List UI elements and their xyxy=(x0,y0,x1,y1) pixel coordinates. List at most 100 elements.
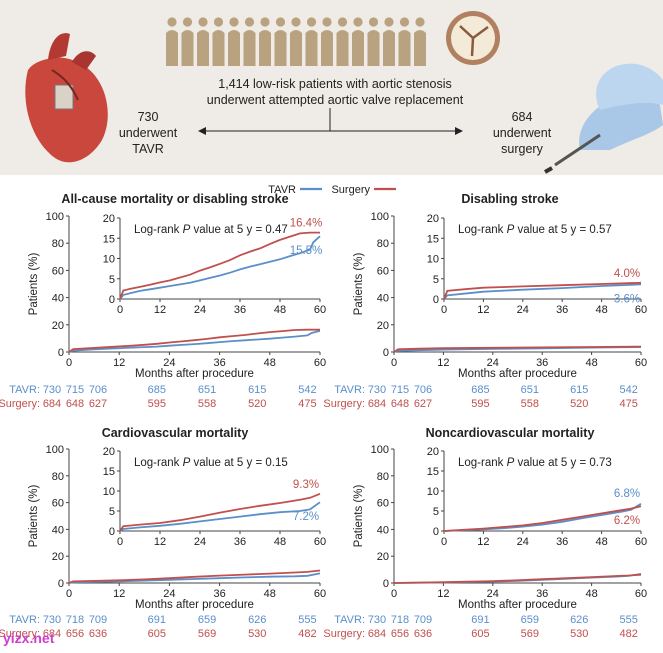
person-head xyxy=(337,17,348,27)
x-axis-label: Months after procedure xyxy=(458,599,577,611)
y-tick-label: 100 xyxy=(46,211,64,223)
at-risk-tavr-value: 706 xyxy=(414,384,432,396)
person-body xyxy=(352,30,364,66)
inset-x-tick-label: 36 xyxy=(556,536,568,548)
at-risk-surgery-value: 475 xyxy=(619,398,637,410)
person-head xyxy=(213,17,224,27)
person-body xyxy=(367,30,380,66)
end-label-tavr: 3.6% xyxy=(614,293,640,305)
at-risk-surgery-value: 684 xyxy=(368,398,386,410)
at-risk-tavr-value: 685 xyxy=(148,384,166,396)
x-tick-label: 0 xyxy=(66,588,72,600)
inset-chart: 0 5 10 15 20 0 12 24 36 48 60 Log-rank P value at 5… xyxy=(103,446,326,548)
at-risk-surgery-value: 520 xyxy=(570,398,588,410)
inset-y-tick-label: 15 xyxy=(427,233,439,245)
x-tick-label: 12 xyxy=(437,357,449,369)
person-head xyxy=(306,17,317,27)
inset-series-line-surgery xyxy=(443,281,642,300)
at-risk-tavr-value: 555 xyxy=(619,614,637,626)
person-head xyxy=(167,17,177,27)
person-body xyxy=(181,30,194,66)
inset-x-tick-label: 60 xyxy=(635,304,647,316)
person-head xyxy=(384,17,394,27)
inset-x-tick-label: 24 xyxy=(517,304,529,316)
person-icon xyxy=(197,17,209,66)
series-line-tavr xyxy=(68,330,321,353)
at-risk-surgery-value: 595 xyxy=(148,398,166,410)
surgery-count: 684 xyxy=(512,110,533,124)
inset-x-tick-label: 24 xyxy=(194,536,206,548)
y-tick-label: 80 xyxy=(377,471,389,483)
person-body xyxy=(414,30,426,66)
person-icon xyxy=(212,17,225,66)
aortic-valve-icon xyxy=(446,11,500,65)
y-tick-label: 20 xyxy=(52,320,64,332)
at-risk-tavr-value: 651 xyxy=(198,384,216,396)
at-risk-tavr-value: 709 xyxy=(89,614,107,626)
at-risk-surgery-value: 627 xyxy=(89,398,107,410)
at-risk-surgery-value: 648 xyxy=(391,398,409,410)
inset-x-tick-label: 0 xyxy=(441,304,447,316)
inset-x-tick-label: 12 xyxy=(154,536,166,548)
chart-title: Disabling stroke xyxy=(461,192,558,206)
at-risk-surgery-value: 558 xyxy=(198,398,216,410)
split-arrow xyxy=(198,108,463,135)
inset-y-tick-label: 15 xyxy=(103,466,115,478)
person-head xyxy=(244,17,255,27)
at-risk-surgery-value: 475 xyxy=(298,398,316,410)
y-tick-label: 40 xyxy=(377,524,389,536)
person-icon xyxy=(228,17,240,66)
x-tick-label: 60 xyxy=(635,588,647,600)
at-risk-surgery-value: 605 xyxy=(471,628,489,640)
inset-x-tick-label: 60 xyxy=(635,536,647,548)
x-tick-label: 48 xyxy=(585,357,597,369)
person-icon xyxy=(181,17,194,66)
end-label-tavr: 7.2% xyxy=(293,511,319,523)
inset-y-tick-label: 20 xyxy=(103,446,115,458)
series-line-surgery xyxy=(393,345,642,353)
person-head xyxy=(229,17,239,27)
inset-x-tick-label: 0 xyxy=(117,304,123,316)
surgery-count-line3: surgery xyxy=(501,142,543,156)
inset-chart: 0 5 10 15 20 0 12 24 36 48 60 Log-rank P value at 5… xyxy=(427,446,647,548)
inset-y-tick-label: 0 xyxy=(109,526,115,538)
at-risk-tavr-value: 615 xyxy=(248,384,266,396)
inset-y-tick-label: 15 xyxy=(103,233,115,245)
at-risk-surgery-value: 656 xyxy=(66,628,84,640)
person-body xyxy=(243,30,256,66)
y-axis-label: Patients (%) xyxy=(353,485,365,548)
at-risk-surgery-value: 530 xyxy=(248,628,266,640)
x-tick-label: 24 xyxy=(163,588,175,600)
x-tick-label: 36 xyxy=(536,357,548,369)
person-body xyxy=(166,30,178,66)
person-body xyxy=(274,30,287,66)
x-axis-label: Months after procedure xyxy=(135,368,254,380)
at-risk-surgery-value: 605 xyxy=(148,628,166,640)
at-risk-table: TAVR: Surgery:730 718 709 691 659 626 555 684 656… xyxy=(0,614,317,640)
at-risk-surgery-value: 482 xyxy=(619,628,637,640)
tavr-count: 730 xyxy=(138,110,159,124)
inset-x-tick-label: 12 xyxy=(154,304,166,316)
inset-chart: 0 5 10 15 20 0 12 24 36 48 60 Log-rank P value at 5… xyxy=(427,213,647,316)
y-tick-label: 20 xyxy=(377,320,389,332)
at-risk-tavr-label: TAVR: xyxy=(9,614,40,626)
person-head xyxy=(415,17,425,27)
y-tick-label: 40 xyxy=(52,293,64,305)
series-line-tavr xyxy=(68,572,321,584)
inset-y-tick-label: 0 xyxy=(109,294,115,306)
y-tick-label: 0 xyxy=(58,578,64,590)
y-tick-label: 60 xyxy=(52,265,64,277)
y-tick-label: 0 xyxy=(58,347,64,359)
y-tick-label: 0 xyxy=(383,578,389,590)
chart-title: Noncardiovascular mortality xyxy=(426,426,595,440)
at-risk-tavr-value: 730 xyxy=(43,614,61,626)
end-label-surgery: 16.4% xyxy=(290,218,323,230)
at-risk-surgery-value: 684 xyxy=(368,628,386,640)
x-tick-label: 0 xyxy=(66,357,72,369)
inset-x-tick-label: 36 xyxy=(234,536,246,548)
at-risk-tavr-value: 659 xyxy=(198,614,216,626)
person-head xyxy=(368,17,379,27)
at-risk-tavr-value: 718 xyxy=(66,614,84,626)
at-risk-tavr-value: 715 xyxy=(391,384,409,396)
